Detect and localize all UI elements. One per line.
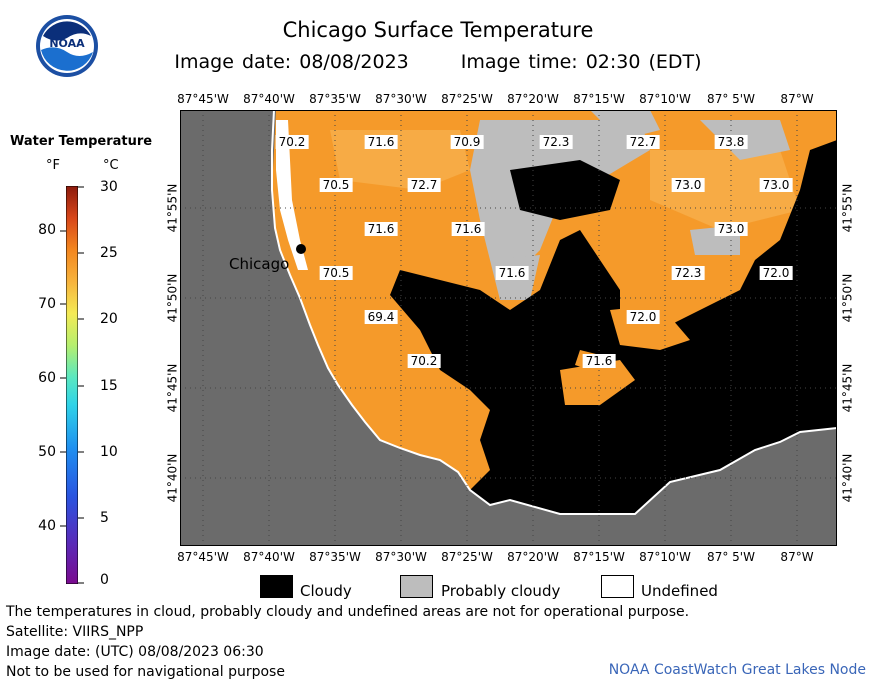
lat-tick-right: 41°50'N bbox=[840, 273, 855, 323]
scale-f-50: 50 bbox=[38, 444, 56, 460]
temp-label: 70.5 bbox=[319, 178, 353, 192]
scale-f-60: 60 bbox=[38, 370, 56, 386]
lon-tick-bottom: 87°W bbox=[780, 550, 814, 564]
temp-label: 72.7 bbox=[407, 178, 441, 192]
scale-c-0: 0 bbox=[100, 572, 109, 588]
temp-label: 70.9 bbox=[450, 135, 484, 149]
map-frame bbox=[180, 110, 837, 546]
cloud-area bbox=[510, 160, 620, 220]
temp-label: 70.2 bbox=[275, 135, 309, 149]
map-subtitle: Image date: 08/08/2023 Image time: 02:30… bbox=[0, 51, 876, 73]
lat-tick-left: 41°50'N bbox=[165, 273, 180, 323]
temp-label: 71.6 bbox=[364, 135, 398, 149]
shoreline bbox=[271, 110, 837, 515]
lon-tick-bottom: 87°15'W bbox=[573, 550, 625, 564]
probably-cloudy-area bbox=[590, 110, 660, 140]
image-date: Image date: 08/08/2023 bbox=[174, 51, 409, 73]
temp-label: 70.5 bbox=[319, 266, 353, 280]
lon-tick-bottom: 87°30'W bbox=[375, 550, 427, 564]
temp-label: 73.0 bbox=[759, 178, 793, 192]
key-undefined-label: Undefined bbox=[641, 582, 718, 600]
temp-label: 69.4 bbox=[364, 310, 398, 324]
lon-tick-bottom: 87°40'W bbox=[243, 550, 295, 564]
key-probably-cloudy-swatch bbox=[400, 575, 433, 598]
scale-f-80: 80 bbox=[38, 222, 56, 238]
lon-tick-top: 87° 5'W bbox=[707, 92, 755, 106]
scale-ticks bbox=[60, 186, 84, 584]
scale-c-5: 5 bbox=[100, 510, 109, 526]
scale-c-15: 15 bbox=[100, 378, 118, 394]
water-patch-light bbox=[650, 150, 800, 230]
temp-label: 72.3 bbox=[671, 266, 705, 280]
satellite-text: Satellite: VIIRS_NPP bbox=[6, 624, 144, 640]
lat-tick-left: 41°45'N bbox=[165, 363, 180, 413]
lon-tick-top: 87°20'W bbox=[507, 92, 559, 106]
lon-tick-top: 87°30'W bbox=[375, 92, 427, 106]
unit-celsius: °C bbox=[103, 158, 119, 173]
scale-c-30: 30 bbox=[100, 179, 118, 195]
lon-tick-bottom: 87° 5'W bbox=[707, 550, 755, 564]
logo-text: NOAA bbox=[49, 37, 85, 50]
lon-tick-top: 87°15'W bbox=[573, 92, 625, 106]
temp-label: 73.0 bbox=[714, 222, 748, 236]
lat-tick-right: 41°45'N bbox=[840, 363, 855, 413]
temp-label: 72.0 bbox=[626, 310, 660, 324]
scale-f-40: 40 bbox=[38, 518, 56, 534]
temp-label: 71.6 bbox=[451, 222, 485, 236]
temp-label: 71.6 bbox=[582, 354, 616, 368]
disclaimer-text: The temperatures in cloud, probably clou… bbox=[6, 604, 690, 620]
lat-tick-left: 41°55'N bbox=[165, 183, 180, 233]
undefined-area bbox=[276, 120, 308, 270]
map-title: Chicago Surface Temperature bbox=[282, 18, 594, 42]
lon-tick-bottom: 87°45'W bbox=[177, 550, 229, 564]
temp-label: 71.6 bbox=[364, 222, 398, 236]
temp-label: 72.0 bbox=[759, 266, 793, 280]
noaa-logo: NOAA bbox=[36, 15, 98, 77]
water-hole bbox=[560, 360, 635, 405]
lon-tick-top: 87°35'W bbox=[309, 92, 361, 106]
temp-label: 72.7 bbox=[626, 135, 660, 149]
lat-tick-right: 41°55'N bbox=[840, 183, 855, 233]
scale-c-10: 10 bbox=[100, 444, 118, 460]
city-label-chicago: Chicago bbox=[229, 255, 290, 273]
chicago-marker bbox=[296, 244, 306, 254]
lat-tick-right: 41°40'N bbox=[840, 453, 855, 503]
lon-tick-bottom: 87°35'W bbox=[309, 550, 361, 564]
lon-tick-bottom: 87°25'W bbox=[441, 550, 493, 564]
credit-text: NOAA CoastWatch Great Lakes Node bbox=[608, 662, 866, 678]
utc-date-text: Image date: (UTC) 08/08/2023 06:30 bbox=[6, 644, 264, 660]
lon-tick-top: 87°W bbox=[780, 92, 814, 106]
lon-tick-top: 87°40'W bbox=[243, 92, 295, 106]
lon-tick-bottom: 87°20'W bbox=[507, 550, 559, 564]
scale-f-70: 70 bbox=[38, 296, 56, 312]
color-scale-bar bbox=[66, 186, 78, 584]
cloud-area bbox=[390, 140, 837, 514]
legend-title: Water Temperature bbox=[10, 134, 153, 149]
scale-c-25: 25 bbox=[100, 245, 118, 261]
key-undefined-swatch bbox=[601, 575, 634, 598]
key-probably-cloudy-label: Probably cloudy bbox=[441, 582, 561, 600]
key-cloudy-label: Cloudy bbox=[300, 582, 352, 600]
lon-tick-top: 87°25'W bbox=[441, 92, 493, 106]
temp-label: 71.6 bbox=[495, 266, 529, 280]
temperature-map bbox=[180, 110, 837, 546]
lon-tick-top: 87°45'W bbox=[177, 92, 229, 106]
temp-label: 73.8 bbox=[714, 135, 748, 149]
temp-label: 72.3 bbox=[539, 135, 573, 149]
lon-tick-bottom: 87°10'W bbox=[639, 550, 691, 564]
temp-label: 73.0 bbox=[671, 178, 705, 192]
lat-tick-left: 41°40'N bbox=[165, 453, 180, 503]
nav-warning-text: Not to be used for navigational purpose bbox=[6, 664, 285, 680]
scale-c-20: 20 bbox=[100, 311, 118, 327]
image-time: Image time: 02:30 (EDT) bbox=[460, 51, 702, 73]
unit-fahrenheit: °F bbox=[46, 158, 60, 173]
temp-label: 70.2 bbox=[407, 354, 441, 368]
key-cloudy-swatch bbox=[260, 575, 293, 598]
lon-tick-top: 87°10'W bbox=[639, 92, 691, 106]
